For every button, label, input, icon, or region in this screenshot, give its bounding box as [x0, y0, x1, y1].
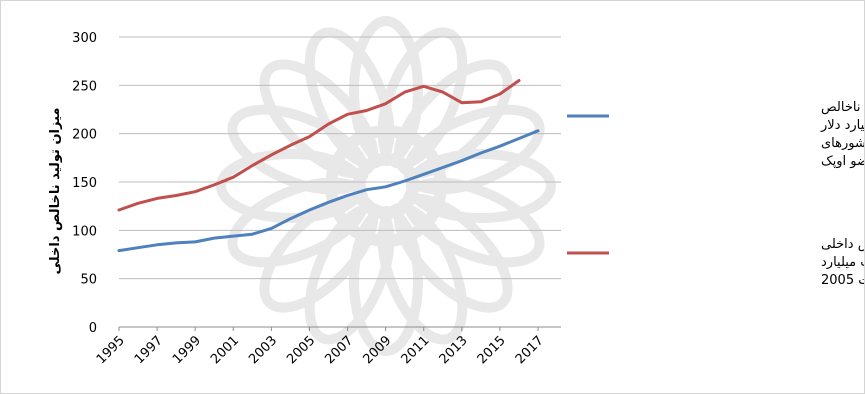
watermark-petal — [377, 27, 468, 170]
x-tick-label: 2005 — [284, 333, 318, 367]
legend: میانگین تولید ناخالص داخلی بر حسب میلیارد… — [567, 99, 864, 288]
x-tick-label: 2003 — [246, 333, 280, 367]
watermark-ring — [325, 125, 447, 247]
watermark-petal — [393, 59, 513, 179]
legend-label-line: در ایران بر حسب میلیارد — [821, 255, 864, 270]
legend-label-line: عضو اوپک — [821, 154, 864, 169]
series-line-opec-average — [117, 129, 540, 253]
y-tick-label: 50 — [80, 273, 97, 288]
watermark-petal — [304, 27, 395, 170]
watermark-petal — [402, 177, 545, 268]
legend-label-line: ثابت 2005در کشورهای — [821, 136, 864, 151]
x-tick-label: 1995 — [94, 333, 128, 367]
legend-label-line: میزان تولید ناخالص داخلی — [821, 237, 864, 252]
y-tick-label: 150 — [72, 176, 97, 191]
y-tick-label: 100 — [72, 224, 97, 239]
x-tick-label: 2001 — [208, 333, 242, 367]
watermark-petal — [227, 104, 370, 195]
watermark-petal — [402, 104, 545, 195]
x-tick-label: 2017 — [513, 333, 547, 367]
watermark-petal — [349, 206, 423, 356]
watermark-petal — [377, 202, 468, 345]
series-layer — [117, 79, 540, 253]
y-tick-label: 250 — [72, 79, 97, 94]
watermark-petal — [349, 16, 423, 166]
legend-label-line: میانگین تولید ناخالص — [821, 99, 864, 115]
watermark-logo — [216, 16, 556, 356]
watermark-petal — [227, 177, 370, 268]
x-tick-label: 2015 — [475, 333, 509, 367]
x-tick-label: 1999 — [170, 333, 204, 367]
watermark-petal — [304, 202, 395, 345]
grid-layer — [119, 36, 561, 328]
y-axis-ticks: 0 50 100 150 200 250 300 — [72, 31, 97, 336]
y-tick-label: 200 — [72, 128, 97, 143]
legend-label-line: داخلی بر حسب میلیارد دلار — [820, 118, 864, 133]
x-tick-label: 1997 — [132, 333, 166, 367]
y-tick-label: 0 — [89, 321, 97, 336]
legend-label-line: دلار ثابت 2005 — [821, 273, 864, 288]
y-tick-label: 300 — [72, 31, 97, 46]
y-axis-label: میزان تولید ناخالص داخلی — [48, 108, 63, 275]
series-line-iran — [117, 79, 521, 212]
